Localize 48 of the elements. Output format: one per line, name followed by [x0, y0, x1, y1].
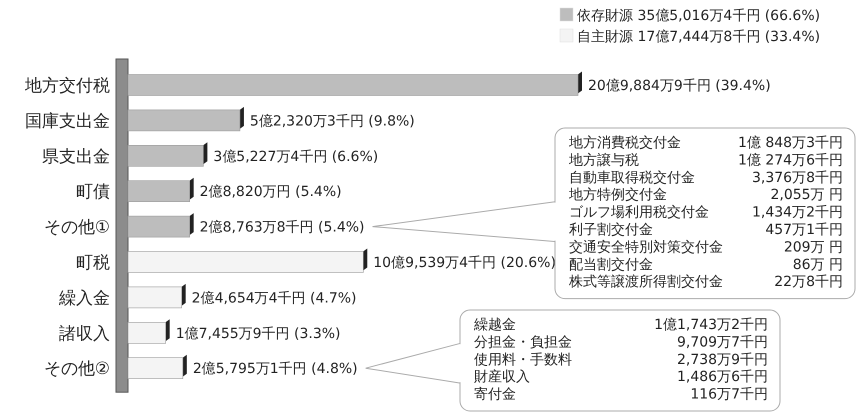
y-tick-label: 諸収入: [59, 324, 110, 344]
annotation: 株式等譲渡所得割交付金: [568, 274, 723, 290]
text: 1億 274万6千円: [738, 152, 843, 168]
y-tick-label: その他①: [44, 218, 110, 238]
y-tick-label: 町債: [76, 182, 110, 202]
text: 1,486万6千円: [677, 369, 768, 386]
annotation: 自動車取得税交付金: [569, 170, 695, 186]
annotation: 地方消費税交付金: [568, 135, 681, 151]
y-tick-label: 地方交付税: [24, 76, 110, 96]
text: 1,434万2千円: [752, 204, 843, 221]
data-label: 3億5,227万4千円 (6.6%): [213, 148, 378, 165]
legend-label: 依存財源 35億5,016万4千円 (66.6%): [577, 8, 820, 24]
text: 22万8千円: [774, 274, 843, 290]
data-label: 2億4,654万4千円 (4.7%): [192, 290, 357, 306]
data-label: 5億2,320万3千円 (9.8%): [250, 113, 415, 130]
annotation: 利子割交付金: [569, 222, 653, 238]
annotation: ゴルフ場利用税交付金: [569, 204, 709, 221]
text: 2,738万9千円: [677, 352, 768, 368]
annotation: 分担金・負担金: [474, 334, 572, 350]
annotation: 寄付金: [474, 386, 516, 403]
annotation: 地方特例交付金: [568, 187, 667, 204]
text: 1億1,743万2千円: [654, 317, 768, 333]
data-label: 2億5,795万1千円 (4.8%): [192, 361, 358, 378]
text: 457万1千円: [765, 222, 843, 238]
data-label: 2億8,763万8千円 (5.4%): [200, 220, 365, 236]
annotation: 交通安全特別対策交付金: [569, 239, 723, 256]
annotation: 地方譲与税: [568, 152, 639, 168]
data-label: 10億9,539万4千円 (20.6%): [373, 255, 556, 271]
text: 86万 円: [792, 256, 843, 273]
data-label: 1億7,455万9千円 (3.3%): [176, 326, 341, 342]
data-label: 20億9,884万9千円 (39.4%): [588, 78, 771, 94]
data-label: 2億8,820万円 (5.4%): [200, 184, 342, 200]
annotation: 繰越金: [473, 317, 516, 333]
text: 3,376万8千円: [752, 170, 843, 186]
legend: 依存財源 35億5,016万4千円 (66.6%) 自主財源 17億7,444万8千円 (33.4%): [560, 8, 820, 45]
annotation: 財産収入: [474, 369, 530, 386]
text: 9,709万7千円: [677, 334, 768, 350]
text: 2,055万 円: [770, 187, 843, 204]
y-tick-label: 国庫支出金: [25, 111, 110, 132]
y-tick-label: 県支出金: [42, 146, 110, 167]
y-tick-label: その他②: [44, 359, 110, 380]
annotation: 配当割交付金: [569, 256, 653, 273]
text: 116万7千円: [690, 386, 768, 403]
text: 1億 848万3千円: [738, 135, 843, 151]
y-tick-label: 繰入金: [58, 288, 110, 308]
annotation: 使用料・手数料: [474, 352, 572, 368]
text: 209万 円: [784, 239, 843, 256]
y-tick-label: 町税: [76, 253, 110, 273]
